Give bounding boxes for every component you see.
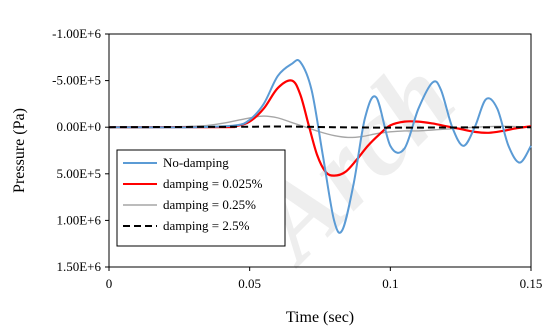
x-tick-label: 0.05	[238, 276, 261, 291]
y-tick-label: -5.00E+5	[52, 73, 101, 88]
series-layer	[108, 59, 532, 234]
x-tick-label: 0	[106, 276, 113, 291]
axes-layer: -1.00E+6 -5.00E+5 0.00E+0 5.00E+5 1.00E+6 1.5…	[11, 26, 542, 326]
series-line-3	[108, 125, 532, 129]
legend: No-damping damping = 0.025% damping = 0.25…	[116, 149, 286, 247]
y-tick-label: 1.50E+6	[56, 259, 101, 274]
y-tick-label: 5.00E+5	[56, 166, 101, 181]
legend-box	[116, 149, 286, 247]
legend-label-1: damping = 0.025%	[163, 176, 263, 191]
x-tick-label: 0.15	[520, 276, 543, 291]
y-axis-title: Pressure (Pa)	[11, 108, 28, 193]
y-tick-label: 1.00E+6	[56, 212, 101, 227]
legend-label-0: No-damping	[163, 155, 229, 170]
y-tick-label: -1.00E+6	[52, 26, 101, 41]
series-line-1	[108, 79, 532, 177]
y-tick-label: 0.00E+0	[56, 119, 101, 134]
plot-frame	[108, 33, 532, 268]
x-axis-title: Time (sec)	[286, 309, 354, 326]
legend-label-2: damping = 0.25%	[163, 197, 256, 212]
series-line-0	[108, 59, 532, 234]
legend-label-3: damping = 2.5%	[163, 218, 250, 233]
x-tick-label: 0.1	[382, 276, 398, 291]
